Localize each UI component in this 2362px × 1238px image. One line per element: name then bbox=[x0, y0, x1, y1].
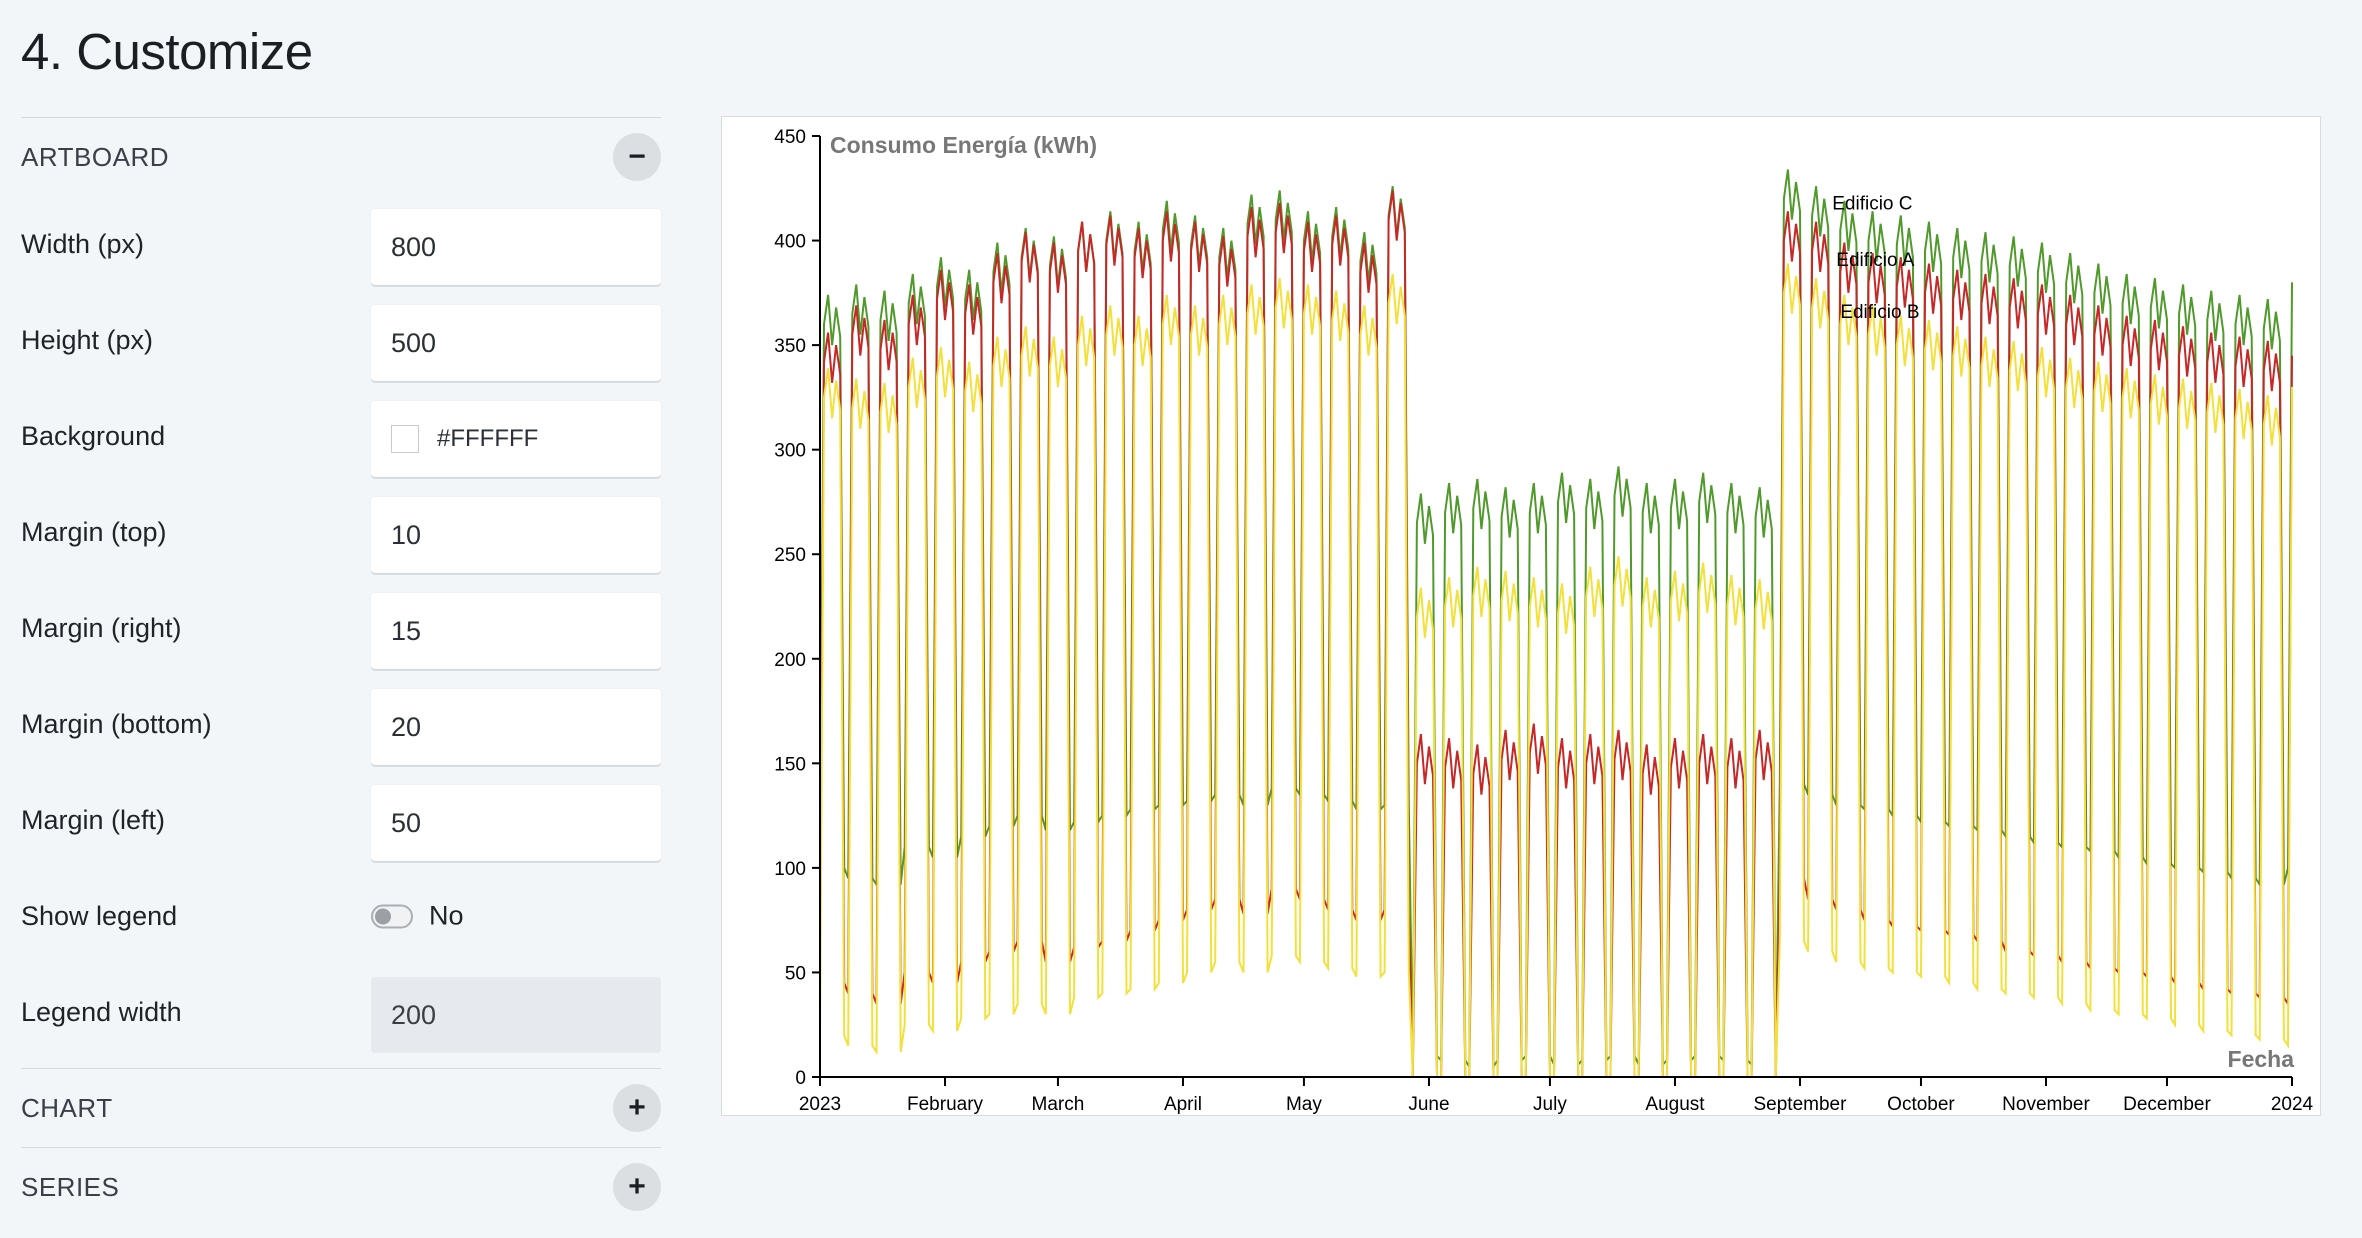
x-tick-label: December bbox=[2123, 1094, 2211, 1115]
y-tick-label: 0 bbox=[795, 1068, 806, 1089]
x-tick-label: March bbox=[1032, 1094, 1085, 1115]
color-swatch[interactable] bbox=[391, 425, 419, 453]
width-label: Width (px) bbox=[21, 228, 145, 259]
margin-right-input[interactable]: 15 bbox=[371, 593, 661, 669]
background-color-input[interactable]: #FFFFFF bbox=[371, 401, 661, 477]
series-layer bbox=[819, 169, 2293, 1078]
artboard-section-header[interactable]: ARTBOARD − bbox=[21, 117, 661, 196]
margin-top-field-row: Margin (top) 10 bbox=[21, 484, 661, 580]
margin-right-label: Margin (right) bbox=[21, 612, 182, 643]
y-tick-label: 100 bbox=[774, 859, 806, 880]
height-field-row: Height (px) 500 bbox=[21, 292, 661, 388]
x-axis-title: Fecha bbox=[2228, 1046, 2295, 1072]
x-tick-label: April bbox=[1164, 1094, 1202, 1115]
x-tick-label: July bbox=[1533, 1094, 1567, 1115]
y-tick-label: 250 bbox=[774, 545, 806, 566]
legend-width-input: 200 bbox=[371, 977, 661, 1053]
axes-layer: 0 50 100 150 200 250 300 350 400 450 2023 February M… bbox=[774, 127, 2313, 1115]
margin-left-field-row: Margin (left) 50 bbox=[21, 772, 661, 868]
x-tick-label: June bbox=[1408, 1094, 1449, 1115]
x-tick-label: September bbox=[1754, 1094, 1848, 1115]
margin-bottom-input[interactable]: 20 bbox=[371, 689, 661, 765]
background-color-value: #FFFFFF bbox=[437, 425, 539, 452]
expand-series-button[interactable]: + bbox=[613, 1163, 661, 1211]
margin-bottom-field-row: Margin (bottom) 20 bbox=[21, 676, 661, 772]
background-label: Background bbox=[21, 420, 166, 451]
series-section-title: SERIES bbox=[21, 1171, 120, 1202]
customize-sidebar: ARTBOARD − Width (px) 800 Height (px) 50… bbox=[21, 117, 661, 1226]
width-field-row: Width (px) 800 bbox=[21, 196, 661, 292]
expand-chart-button[interactable]: + bbox=[613, 1084, 661, 1132]
x-tick-label: 2023 bbox=[799, 1094, 841, 1115]
margin-left-input[interactable]: 50 bbox=[371, 785, 661, 861]
series-labels: Edificio A Edificio B Edificio C bbox=[1832, 193, 1919, 323]
y-tick-label: 300 bbox=[774, 441, 806, 462]
series-label-edificio-b: Edificio B bbox=[1840, 302, 1919, 323]
collapse-artboard-button[interactable]: − bbox=[613, 133, 661, 181]
show-legend-label: Show legend bbox=[21, 900, 178, 931]
y-tick-label: 200 bbox=[774, 650, 806, 671]
show-legend-value: No bbox=[429, 900, 464, 931]
switch-knob bbox=[375, 908, 391, 924]
line-chart: 0 50 100 150 200 250 300 350 400 450 2023 February M… bbox=[774, 127, 2313, 1115]
legend-width-label: Legend width bbox=[21, 996, 182, 1027]
x-tick-label: October bbox=[1887, 1094, 1955, 1115]
series-section-header[interactable]: SERIES + bbox=[21, 1147, 661, 1226]
y-tick-label: 150 bbox=[774, 754, 806, 775]
show-legend-toggle-wrap[interactable]: No bbox=[371, 901, 464, 932]
y-axis-title: Consumo Energía (kWh) bbox=[830, 132, 1097, 158]
chart-section-title: CHART bbox=[21, 1092, 113, 1123]
width-input[interactable]: 800 bbox=[371, 209, 661, 285]
artboard-section-title: ARTBOARD bbox=[21, 141, 169, 172]
chart-preview: 0 50 100 150 200 250 300 350 400 450 2023 February M… bbox=[721, 116, 2321, 1116]
chart-section-header[interactable]: CHART + bbox=[21, 1068, 661, 1147]
margin-bottom-label: Margin (bottom) bbox=[21, 708, 212, 739]
series-label-edificio-c: Edificio C bbox=[1832, 193, 1912, 214]
x-tick-label: February bbox=[907, 1094, 984, 1115]
margin-top-label: Margin (top) bbox=[21, 516, 167, 547]
margin-top-input[interactable]: 10 bbox=[371, 497, 661, 573]
x-tick-label: August bbox=[1645, 1094, 1705, 1115]
height-label: Height (px) bbox=[21, 324, 154, 355]
y-tick-label: 450 bbox=[774, 127, 806, 148]
x-tick-label: 2024 bbox=[2271, 1094, 2314, 1115]
show-legend-field-row: Show legend No bbox=[21, 868, 661, 964]
x-tick-label: May bbox=[1286, 1094, 1322, 1115]
series-label-edificio-a: Edificio A bbox=[1836, 250, 1914, 271]
margin-left-label: Margin (left) bbox=[21, 804, 166, 835]
y-tick-label: 350 bbox=[774, 336, 806, 357]
page-title: 4. Customize bbox=[21, 23, 313, 80]
margin-right-field-row: Margin (right) 15 bbox=[21, 580, 661, 676]
background-field-row: Background #FFFFFF bbox=[21, 388, 661, 484]
legend-width-field-row: Legend width 200 bbox=[21, 964, 661, 1060]
series-line-edificio-b bbox=[819, 263, 2293, 1078]
x-tick-label: November bbox=[2002, 1094, 2090, 1115]
show-legend-switch[interactable] bbox=[371, 904, 413, 928]
y-tick-label: 400 bbox=[774, 232, 806, 253]
height-input[interactable]: 500 bbox=[371, 305, 661, 381]
y-tick-label: 50 bbox=[785, 963, 806, 984]
